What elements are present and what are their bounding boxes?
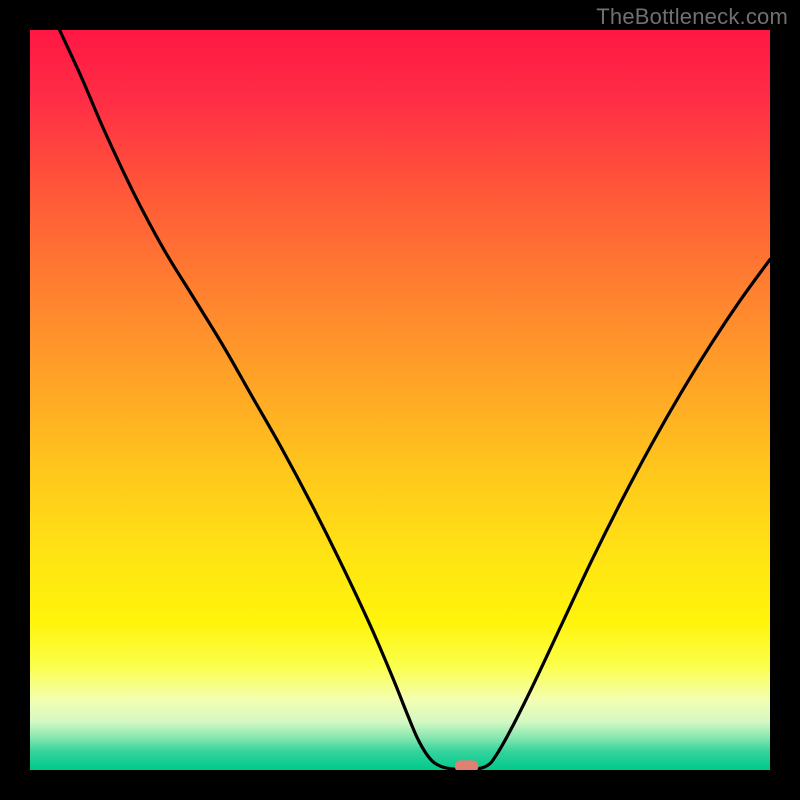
- frame-border: [0, 0, 30, 800]
- watermark-text: TheBottleneck.com: [596, 4, 788, 30]
- bottleneck-chart: TheBottleneck.com: [0, 0, 800, 800]
- frame-border: [0, 770, 800, 800]
- chart-svg: [0, 0, 800, 800]
- plot-background: [30, 30, 770, 770]
- frame-border: [770, 0, 800, 800]
